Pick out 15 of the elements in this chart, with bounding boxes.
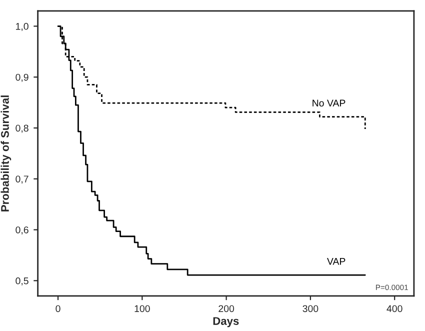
y-tick-label: 0,5 xyxy=(16,277,28,286)
series-label: No VAP xyxy=(312,100,346,107)
x-tick-label: 0 xyxy=(56,305,60,312)
series-label: VAP xyxy=(327,258,346,265)
y-tick-label: 1,0 xyxy=(16,22,28,31)
x-tick-label: 200 xyxy=(218,305,234,312)
y-tick-label: 0,9 xyxy=(16,74,28,82)
y-axis-title: Probability of Survival xyxy=(0,96,12,212)
x-axis-title: Days xyxy=(213,317,239,328)
y-tick-label: 0,6 xyxy=(16,226,28,235)
x-tick-label: 300 xyxy=(302,305,318,312)
x-tick-label: 400 xyxy=(386,305,402,312)
y-tick-label: 0,8 xyxy=(16,124,28,133)
x-tick-label: 100 xyxy=(134,305,150,312)
y-tick-label: 0,7 xyxy=(16,176,28,184)
